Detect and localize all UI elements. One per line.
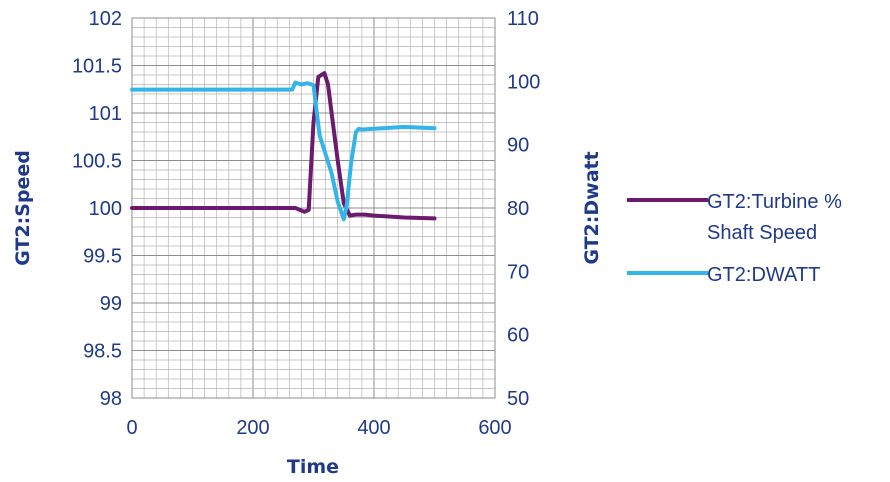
y-right-tick-label: 80	[507, 198, 529, 220]
y-left-tick-label: 101	[89, 103, 122, 125]
y-right-tick-label: 100	[507, 71, 540, 93]
y-right-tick-labels: 50 60 70 80 90 100 110	[507, 8, 540, 410]
y-left-tick-label: 98	[100, 388, 122, 410]
y-right-tick-label: 110	[507, 8, 539, 30]
y-left-tick-label: 102	[89, 8, 122, 30]
legend: GT2:Turbine % Shaft Speed GT2:DWATT	[627, 191, 842, 286]
y-right-axis-title: GT2:Dwatt	[581, 151, 603, 264]
y-right-tick-label: 50	[507, 388, 529, 410]
y-left-tick-label: 98.5	[83, 341, 122, 363]
x-tick-label: 0	[126, 417, 137, 439]
y-right-tick-label: 70	[507, 261, 529, 283]
legend-label: GT2:Turbine %	[707, 191, 842, 213]
y-left-tick-label: 100.5	[72, 151, 122, 173]
y-left-tick-labels: 98 98.5 99 99.5 100 100.5 101 101.5 102	[72, 8, 122, 410]
legend-label: GT2:DWATT	[707, 264, 820, 286]
x-axis-title: Time	[287, 456, 339, 478]
y-left-axis-title: GT2:Speed	[12, 150, 34, 266]
x-tick-label: 200	[236, 417, 269, 439]
x-tick-label: 600	[478, 417, 511, 439]
x-tick-labels: 0 200 400 600	[126, 417, 511, 439]
x-tick-label: 400	[357, 417, 390, 439]
y-left-tick-label: 100	[89, 198, 122, 220]
y-left-tick-label: 99	[100, 293, 122, 315]
y-left-tick-label: 101.5	[72, 56, 122, 78]
series-line-dwatt	[130, 80, 437, 222]
series-layer	[130, 71, 437, 222]
y-left-tick-label: 99.5	[83, 246, 122, 268]
y-right-tick-label: 90	[507, 135, 529, 157]
y-right-tick-label: 60	[507, 325, 529, 347]
legend-label: Shaft Speed	[707, 222, 817, 244]
series-line-turbine-shaft-speed	[130, 71, 437, 221]
